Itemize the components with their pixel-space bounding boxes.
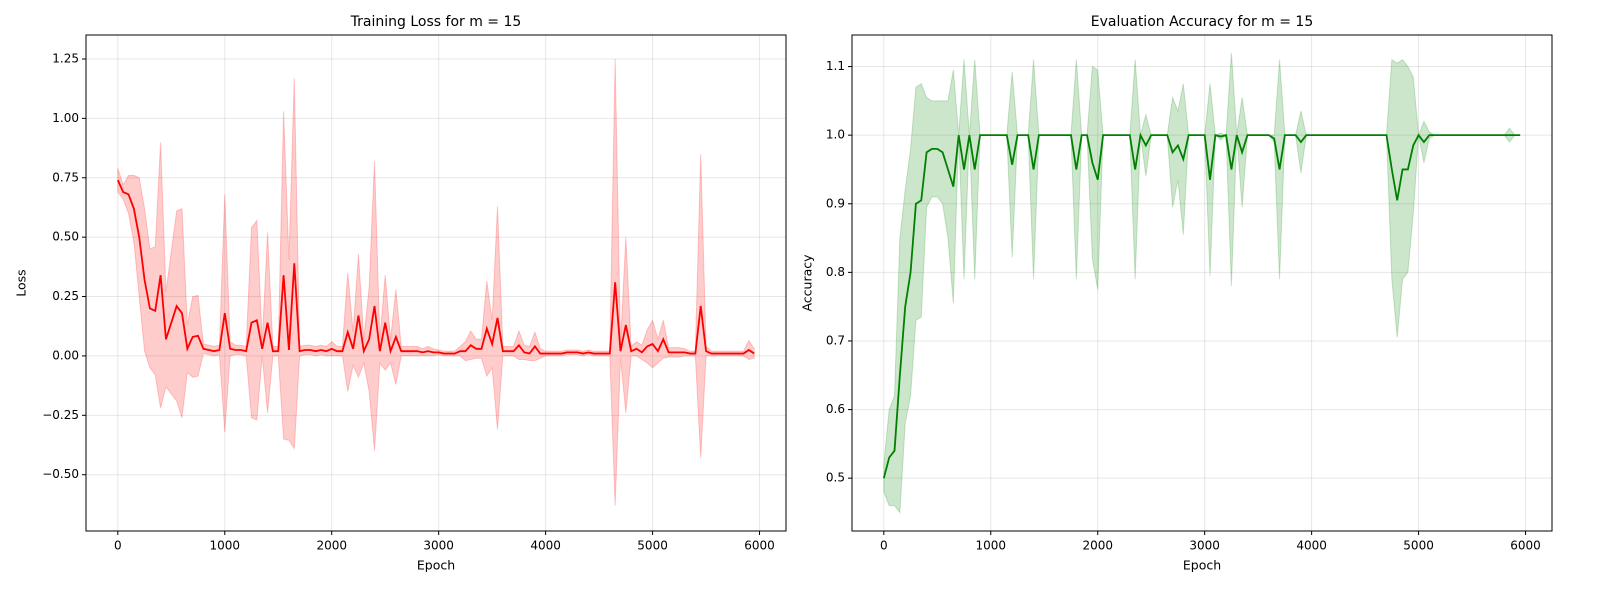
y-axis-label: Accuracy (800, 254, 815, 312)
x-tick-label: 0 (114, 539, 122, 553)
error-band (883, 52, 1521, 514)
x-tick-label: 5000 (637, 539, 668, 553)
y-tick-label: 1.1 (826, 59, 845, 73)
x-axis-label: Epoch (1183, 558, 1221, 573)
plot-area (116, 58, 755, 506)
y-tick-label: 1.25 (52, 51, 79, 65)
y-tick-label: 0.6 (826, 402, 845, 416)
x-tick-label: 5000 (1403, 539, 1434, 553)
x-tick-label: 2000 (316, 539, 347, 553)
x-tick-label: 0 (880, 539, 888, 553)
x-tick-label: 1000 (209, 539, 240, 553)
x-tick-label: 4000 (530, 539, 561, 553)
x-tick-label: 2000 (1082, 539, 1113, 553)
x-tick-label: 3000 (423, 539, 454, 553)
x-tick-label: 1000 (975, 539, 1006, 553)
y-tick-label: 0.8 (826, 265, 845, 279)
plot-area (882, 52, 1521, 514)
x-tick-label: 6000 (1510, 539, 1541, 553)
y-tick-label: 0.9 (826, 196, 845, 210)
line (116, 179, 755, 355)
axes-frame (851, 34, 1553, 532)
x-tick-label: 6000 (744, 539, 775, 553)
y-tick-label: 0.00 (52, 348, 79, 362)
y-tick-label: 1.00 (52, 111, 79, 125)
y-tick-label: −0.50 (42, 467, 79, 481)
x-tick-label: 4000 (1296, 539, 1327, 553)
line (882, 132, 1521, 479)
y-tick-label: 0.5 (826, 471, 845, 485)
y-axis-label: Loss (14, 269, 29, 296)
x-axis-label: Epoch (417, 558, 455, 573)
chart-title: Evaluation Accuracy for m = 15 (1091, 14, 1313, 30)
error-band (117, 58, 755, 506)
x-tick-label: 3000 (1189, 539, 1220, 553)
y-tick-label: −0.25 (42, 408, 79, 422)
axes-frame (85, 34, 787, 532)
y-tick-label: 0.50 (52, 230, 79, 244)
y-tick-label: 0.25 (52, 289, 79, 303)
y-tick-label: 0.75 (52, 170, 79, 184)
y-tick-label: 1.0 (826, 128, 845, 142)
chart-title: Training Loss for m = 15 (350, 14, 522, 30)
y-tick-label: 0.7 (826, 333, 845, 347)
